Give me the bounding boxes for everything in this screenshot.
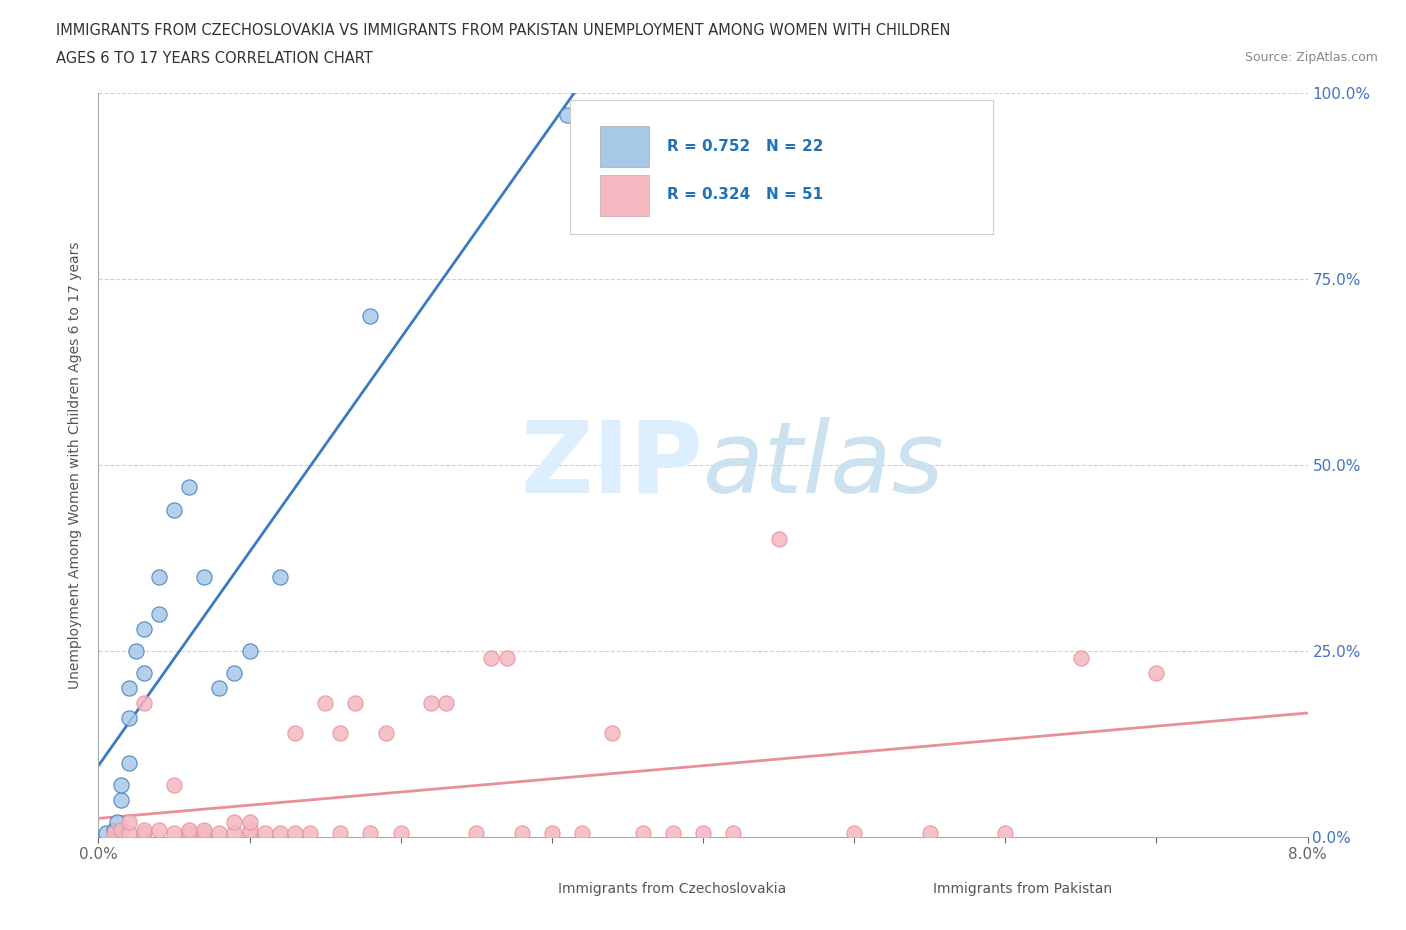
Point: [148, 606, 170, 621]
Point: [918, 826, 941, 841]
FancyBboxPatch shape: [498, 874, 543, 900]
Point: [1146, 666, 1168, 681]
Point: [253, 826, 276, 841]
Point: [118, 755, 141, 770]
Point: [374, 725, 396, 740]
Point: [284, 826, 307, 841]
Point: [224, 666, 246, 681]
Point: [118, 826, 141, 841]
Text: R = 0.324   N = 51: R = 0.324 N = 51: [666, 188, 823, 203]
Point: [1070, 651, 1092, 666]
Point: [495, 651, 517, 666]
Point: [571, 826, 593, 841]
Point: [179, 480, 201, 495]
Point: [239, 822, 262, 837]
Point: [299, 826, 322, 841]
Point: [163, 777, 186, 792]
Point: [768, 532, 790, 547]
Point: [481, 651, 503, 666]
FancyBboxPatch shape: [872, 874, 918, 900]
Point: [434, 696, 457, 711]
Point: [208, 826, 231, 841]
Point: [148, 569, 170, 584]
Point: [269, 569, 291, 584]
Point: [132, 822, 155, 837]
Point: [239, 826, 262, 841]
FancyBboxPatch shape: [600, 126, 648, 167]
Text: R = 0.752   N = 22: R = 0.752 N = 22: [666, 140, 824, 154]
Point: [103, 826, 125, 841]
Point: [284, 725, 307, 740]
Point: [193, 569, 215, 584]
Point: [692, 826, 714, 841]
Point: [132, 666, 155, 681]
Point: [314, 696, 336, 711]
Point: [329, 725, 352, 740]
Point: [94, 826, 117, 841]
Point: [602, 725, 624, 740]
Point: [103, 822, 125, 837]
Text: Source: ZipAtlas.com: Source: ZipAtlas.com: [1244, 51, 1378, 64]
Point: [224, 826, 246, 841]
Point: [118, 681, 141, 696]
Text: IMMIGRANTS FROM CZECHOSLOVAKIA VS IMMIGRANTS FROM PAKISTAN UNEMPLOYMENT AMONG WO: IMMIGRANTS FROM CZECHOSLOVAKIA VS IMMIGR…: [56, 23, 950, 38]
Text: AGES 6 TO 17 YEARS CORRELATION CHART: AGES 6 TO 17 YEARS CORRELATION CHART: [56, 51, 373, 66]
Point: [179, 826, 201, 841]
Point: [179, 822, 201, 837]
Point: [631, 826, 654, 841]
Y-axis label: Unemployment Among Women with Children Ages 6 to 17 years: Unemployment Among Women with Children A…: [69, 241, 83, 689]
Text: Immigrants from Pakistan: Immigrants from Pakistan: [932, 882, 1112, 897]
FancyBboxPatch shape: [569, 100, 993, 234]
Point: [465, 826, 488, 841]
Point: [661, 826, 683, 841]
Point: [844, 826, 866, 841]
Point: [148, 822, 170, 837]
Point: [239, 644, 262, 658]
Point: [269, 826, 291, 841]
Point: [132, 621, 155, 636]
Point: [420, 696, 443, 711]
Text: Immigrants from Czechoslovakia: Immigrants from Czechoslovakia: [558, 882, 786, 897]
Point: [389, 826, 412, 841]
Point: [994, 826, 1017, 841]
Point: [110, 777, 132, 792]
FancyBboxPatch shape: [600, 175, 648, 216]
Point: [118, 815, 141, 830]
Point: [118, 711, 141, 725]
Point: [360, 826, 382, 841]
Point: [125, 644, 148, 658]
Text: atlas: atlas: [703, 417, 945, 513]
Point: [163, 826, 186, 841]
Point: [110, 792, 132, 807]
Point: [344, 696, 367, 711]
Point: [360, 309, 382, 324]
Text: ZIP: ZIP: [520, 417, 703, 513]
Point: [239, 815, 262, 830]
Point: [723, 826, 745, 841]
Point: [540, 826, 562, 841]
Point: [224, 815, 246, 830]
Point: [193, 826, 215, 841]
Point: [132, 826, 155, 841]
Point: [193, 822, 215, 837]
Point: [208, 681, 231, 696]
Point: [510, 826, 533, 841]
Point: [110, 822, 132, 837]
Point: [105, 815, 128, 830]
Point: [132, 696, 155, 711]
Point: [163, 502, 186, 517]
Point: [329, 826, 352, 841]
Point: [555, 108, 578, 123]
